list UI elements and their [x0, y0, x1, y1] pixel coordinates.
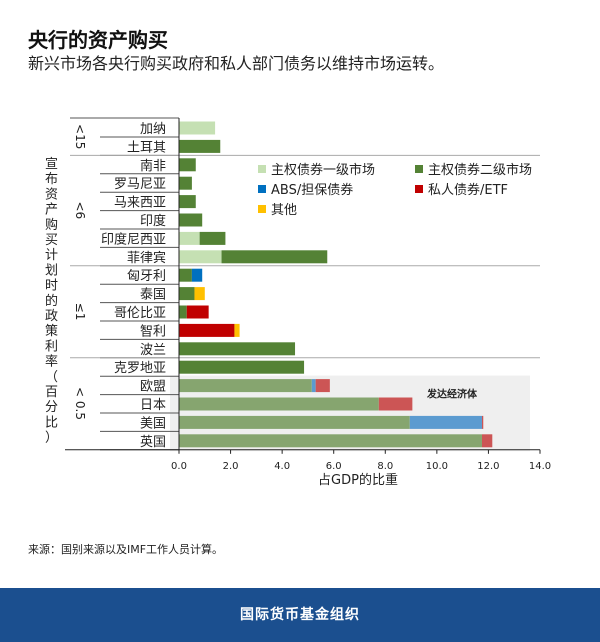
x-tick-label: 14.0 — [529, 461, 551, 472]
bar-克罗地亚-series1 — [179, 360, 305, 374]
bar-菲律宾-series1 — [221, 250, 328, 264]
legend-swatch — [415, 185, 423, 193]
bar-欧盟-series1 — [179, 379, 312, 393]
bar-日本-series3 — [378, 397, 413, 411]
footer-brand: 国际货币基金组织 — [0, 588, 600, 642]
page-title: 央行的资产购买 — [28, 28, 168, 52]
bar-印度-series1 — [179, 213, 203, 227]
legend-swatch — [258, 185, 266, 193]
category-label: 波兰 — [140, 343, 166, 358]
bar-匈牙利-series2 — [191, 268, 203, 282]
x-tick-label: 8.0 — [377, 461, 393, 472]
category-label: 印度 — [140, 213, 166, 229]
group-label: < 0.5 — [73, 387, 87, 420]
bar-英国-series3 — [481, 434, 493, 448]
legend-swatch — [258, 165, 266, 173]
page-subtitle: 新兴市场各央行购买政府和私人部门债务以维持市场运转。 — [28, 54, 445, 73]
legend-label: 私人债券/ETF — [428, 182, 508, 198]
category-label: 南非 — [140, 158, 166, 174]
bar-美国-series3 — [481, 415, 484, 429]
y-axis-title: 宣布资产购买计划时的政策利率（百分比） — [45, 156, 58, 446]
bar-印度尼西亚-series0 — [179, 231, 200, 245]
bar-波兰-series1 — [179, 342, 296, 356]
legend-swatch — [415, 165, 423, 173]
bar-日本-series1 — [179, 397, 379, 411]
category-label: 哥伦比亚 — [114, 306, 166, 321]
group-label: ≤1 — [73, 303, 87, 321]
category-label: 土耳其 — [127, 140, 166, 155]
category-label: 罗马尼亚 — [114, 177, 166, 192]
source-note: 来源：国别来源以及IMF工作人员计算。 — [28, 543, 224, 556]
chart: 发达经济体 加纳土耳其南非罗马尼亚马来西亚印度印度尼西亚菲律宾匈牙利泰国哥伦比亚智… — [45, 117, 551, 488]
category-label: 加纳 — [140, 122, 166, 137]
category-label: 马来西亚 — [114, 196, 166, 211]
x-tick-label: 2.0 — [223, 461, 239, 472]
bar-美国-series1 — [179, 415, 410, 429]
bar-智利-series3 — [179, 323, 235, 337]
bar-匈牙利-series1 — [179, 268, 192, 282]
category-label: 美国 — [140, 416, 166, 431]
bar-马来西亚-series1 — [179, 195, 196, 209]
category-label: 泰国 — [140, 288, 166, 303]
x-tick-label: 4.0 — [274, 461, 290, 472]
group-label: <15 — [73, 124, 87, 149]
bar-印度尼西亚-series1 — [199, 231, 226, 245]
category-label: 智利 — [140, 324, 166, 339]
bar-罗马尼亚-series1 — [179, 176, 192, 190]
bar-泰国-series1 — [179, 287, 195, 301]
category-label: 克罗地亚 — [114, 361, 166, 376]
bar-菲律宾-series0 — [179, 250, 222, 264]
x-tick-label: 0.0 — [171, 461, 187, 472]
legend-label: ABS/担保债券 — [271, 182, 353, 198]
bar-美国-series2 — [409, 415, 482, 429]
legend-label: 其他 — [271, 203, 297, 218]
x-tick-label: 6.0 — [326, 461, 342, 472]
category-label: 欧盟 — [140, 380, 166, 395]
category-label: 日本 — [140, 398, 166, 413]
bar-哥伦比亚-series1 — [179, 305, 187, 319]
category-label: 英国 — [140, 435, 166, 450]
bar-南非-series1 — [179, 158, 196, 172]
x-tick-label: 10.0 — [426, 461, 448, 472]
legend-label: 主权债券二级市场 — [428, 162, 532, 178]
bar-欧盟-series2 — [311, 379, 316, 393]
bar-欧盟-series3 — [315, 379, 330, 393]
bar-英国-series1 — [179, 434, 482, 448]
bar-哥伦比亚-series3 — [186, 305, 209, 319]
category-label: 印度尼西亚 — [101, 231, 166, 247]
category-label: 菲律宾 — [127, 250, 166, 266]
x-tick-label: 12.0 — [477, 461, 499, 472]
bar-土耳其-series1 — [179, 139, 221, 153]
bar-加纳-series0 — [179, 121, 216, 135]
bar-智利-series4 — [234, 323, 240, 337]
annotation-label: 发达经济体 — [426, 388, 478, 401]
legend-swatch — [258, 205, 266, 213]
group-label: <6 — [73, 201, 87, 219]
category-label: 匈牙利 — [127, 269, 166, 284]
x-axis-title: 占GDP的比重 — [318, 472, 398, 488]
legend-label: 主权债券一级市场 — [271, 162, 375, 178]
bar-泰国-series4 — [194, 287, 205, 301]
